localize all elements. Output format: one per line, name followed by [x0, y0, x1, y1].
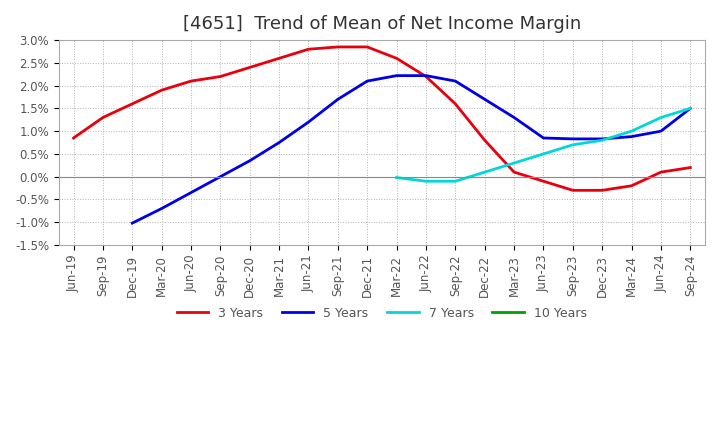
3 Years [569, 188, 577, 193]
3 Years [539, 179, 548, 184]
7 Years [451, 179, 459, 184]
5 Years [539, 136, 548, 141]
7 Years [657, 115, 665, 120]
7 Years [686, 106, 695, 111]
5 Years [128, 220, 137, 226]
3 Years [99, 115, 107, 120]
3 Years [598, 188, 606, 193]
7 Years [480, 169, 489, 175]
7 Years [627, 128, 636, 134]
5 Years [186, 190, 195, 195]
3 Years [392, 56, 401, 61]
5 Years [510, 115, 518, 120]
3 Years [422, 74, 431, 79]
Line: 7 Years: 7 Years [397, 108, 690, 181]
5 Years [480, 97, 489, 102]
3 Years [304, 47, 312, 52]
5 Years [363, 78, 372, 84]
3 Years [128, 101, 137, 106]
5 Years [686, 106, 695, 111]
7 Years [539, 151, 548, 157]
3 Years [363, 44, 372, 50]
7 Years [510, 160, 518, 165]
3 Years [657, 169, 665, 175]
5 Years [333, 97, 342, 102]
5 Years [422, 73, 431, 78]
5 Years [598, 136, 606, 142]
7 Years [569, 142, 577, 147]
5 Years [569, 136, 577, 142]
3 Years [246, 65, 254, 70]
Line: 5 Years: 5 Years [132, 76, 690, 223]
3 Years [275, 56, 284, 61]
5 Years [451, 78, 459, 84]
7 Years [422, 179, 431, 184]
3 Years [510, 169, 518, 175]
3 Years [686, 165, 695, 170]
3 Years [158, 88, 166, 93]
3 Years [186, 78, 195, 84]
5 Years [158, 206, 166, 211]
5 Years [304, 119, 312, 125]
3 Years [69, 136, 78, 141]
Legend: 3 Years, 5 Years, 7 Years, 10 Years: 3 Years, 5 Years, 7 Years, 10 Years [172, 302, 592, 325]
5 Years [392, 73, 401, 78]
3 Years [333, 44, 342, 50]
3 Years [480, 138, 489, 143]
Line: 3 Years: 3 Years [73, 47, 690, 191]
5 Years [216, 174, 225, 180]
5 Years [627, 134, 636, 139]
5 Years [246, 158, 254, 163]
7 Years [598, 138, 606, 143]
5 Years [275, 140, 284, 145]
5 Years [657, 128, 665, 134]
3 Years [627, 183, 636, 188]
3 Years [216, 74, 225, 79]
3 Years [451, 101, 459, 106]
Title: [4651]  Trend of Mean of Net Income Margin: [4651] Trend of Mean of Net Income Margi… [183, 15, 581, 33]
7 Years [392, 175, 401, 180]
